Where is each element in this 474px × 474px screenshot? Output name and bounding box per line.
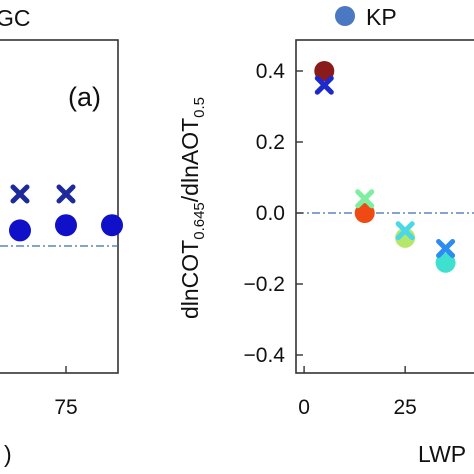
left-xlabel-fragment: ) [4,441,12,467]
left-point-cross-1-stroke-2 [56,184,76,204]
right-panel-frame [295,39,474,374]
right-point-cross-3-stroke-2 [436,239,456,258]
y-axis-label-sub1: 0.645 [191,202,208,240]
y-tick-label-0: 0.4 [256,60,286,83]
right-point-cross-1-stroke-2 [355,189,375,209]
left-marks [9,184,123,242]
right-point-circle-1 [354,203,375,223]
panel-label-a: (a) [68,82,101,112]
y-axis-label-main: dlnCOT [177,240,203,319]
right-point-cross-0 [314,75,334,95]
y-axis-label-sub2: 0.5 [191,97,208,118]
left-point-circle-2 [101,214,123,237]
right-point-circle-3 [435,252,456,273]
right-point-cross-1 [355,189,375,209]
x-tick-label-1: 25 [393,396,416,419]
left-point-circle-0 [9,219,31,242]
y-tick-label-3: −0.2 [244,273,285,296]
left-point-cross-1 [56,184,76,204]
right-point-circle-0 [314,61,335,81]
right-y-ticks: 0.4 0.2 0.0 −0.2 −0.4 [244,60,303,367]
y-tick-label-1: 0.2 [256,131,285,154]
left-point-cross-0-stroke-2 [10,184,30,204]
right-point-cross-2-stroke-2 [395,221,415,241]
left-panel-frame [0,39,119,374]
right-xlabel-fragment: LWP [418,441,466,467]
y-tick-label-2: 0.0 [256,202,285,225]
right-point-cross-2 [395,221,415,241]
y-axis-label: dlnCOT0.645/dlnAOT0.5 [177,97,208,319]
left-x-tick-label-75: 75 [54,396,77,419]
right-marks [314,61,456,273]
left-point-cross-0 [10,184,30,204]
left-panel: (a) 75 ) GC [0,5,123,467]
y-axis-label-mid: /dlnAOT [177,118,203,202]
legend-left-fragment: GC [0,5,31,31]
right-x-ticks: 0 25 [298,366,417,419]
y-tick-label-4: −0.4 [244,344,286,367]
right-point-cross-0-stroke-2 [314,75,334,95]
left-point-circle-1 [55,214,77,237]
legend-kp-marker [335,6,355,26]
right-point-cross-3 [436,239,456,258]
legend-kp-label: KP [366,4,397,30]
x-tick-label-0: 0 [298,396,310,419]
right-panel: 0.4 0.2 0.0 −0.2 −0.4 0 25 LWP dlnCOT0.645/dl… [177,4,474,467]
